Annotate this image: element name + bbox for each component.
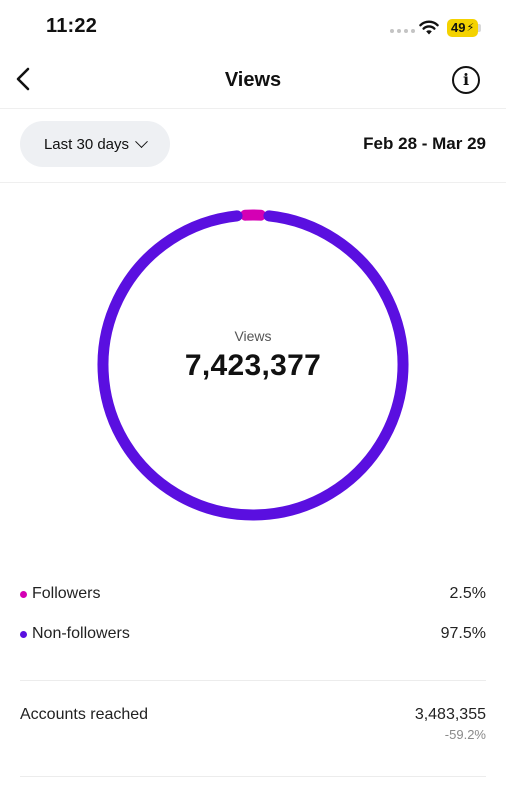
date-range-dropdown[interactable]: Last 30 days [20, 121, 170, 167]
navigation-bar: Views i [0, 52, 506, 109]
legend-label: Non-followers [32, 625, 130, 642]
back-chevron-icon[interactable] [10, 64, 38, 94]
wifi-icon [419, 20, 439, 35]
non-followers-dot-icon [20, 631, 27, 638]
views-donut-chart [97, 209, 409, 521]
accounts-reached-label: Accounts reached [20, 706, 149, 723]
divider [20, 680, 486, 681]
battery-tip [478, 24, 481, 32]
donut-slice-non-followers [97, 210, 409, 521]
accounts-reached-value: 3,483,355 [414, 706, 486, 723]
battery-level: 49 [451, 20, 466, 35]
donut-center-label: Views [234, 328, 272, 344]
date-range-dropdown-label: Last 30 days [43, 135, 130, 153]
info-icon[interactable]: i [452, 66, 480, 94]
charging-bolt-icon: ⚡ [466, 22, 475, 34]
legend-row-followers: Followers 2.5% [20, 582, 486, 606]
date-range-text: Feb 28 - Mar 29 [363, 134, 486, 153]
legend-percent: 97.5% [440, 625, 486, 642]
page-title: Views [224, 69, 282, 91]
status-time: 11:22 [46, 15, 98, 37]
filter-row: Last 30 days Feb 28 - Mar 29 [0, 108, 506, 183]
legend-label: Followers [32, 585, 101, 602]
divider [20, 776, 486, 777]
legend-percent: 2.5% [449, 585, 486, 602]
legend-row-non-followers: Non-followers 97.5% [20, 622, 486, 646]
chevron-down-icon [135, 134, 148, 148]
donut-center-total: 7,423,377 [184, 349, 322, 382]
status-bar: 11:22 49 ⚡ [0, 0, 506, 52]
accounts-reached-change: -59.2% [444, 727, 486, 742]
battery-indicator: 49 ⚡ [447, 19, 479, 37]
followers-dot-icon [20, 591, 27, 598]
cellular-signal-icon [390, 29, 415, 33]
